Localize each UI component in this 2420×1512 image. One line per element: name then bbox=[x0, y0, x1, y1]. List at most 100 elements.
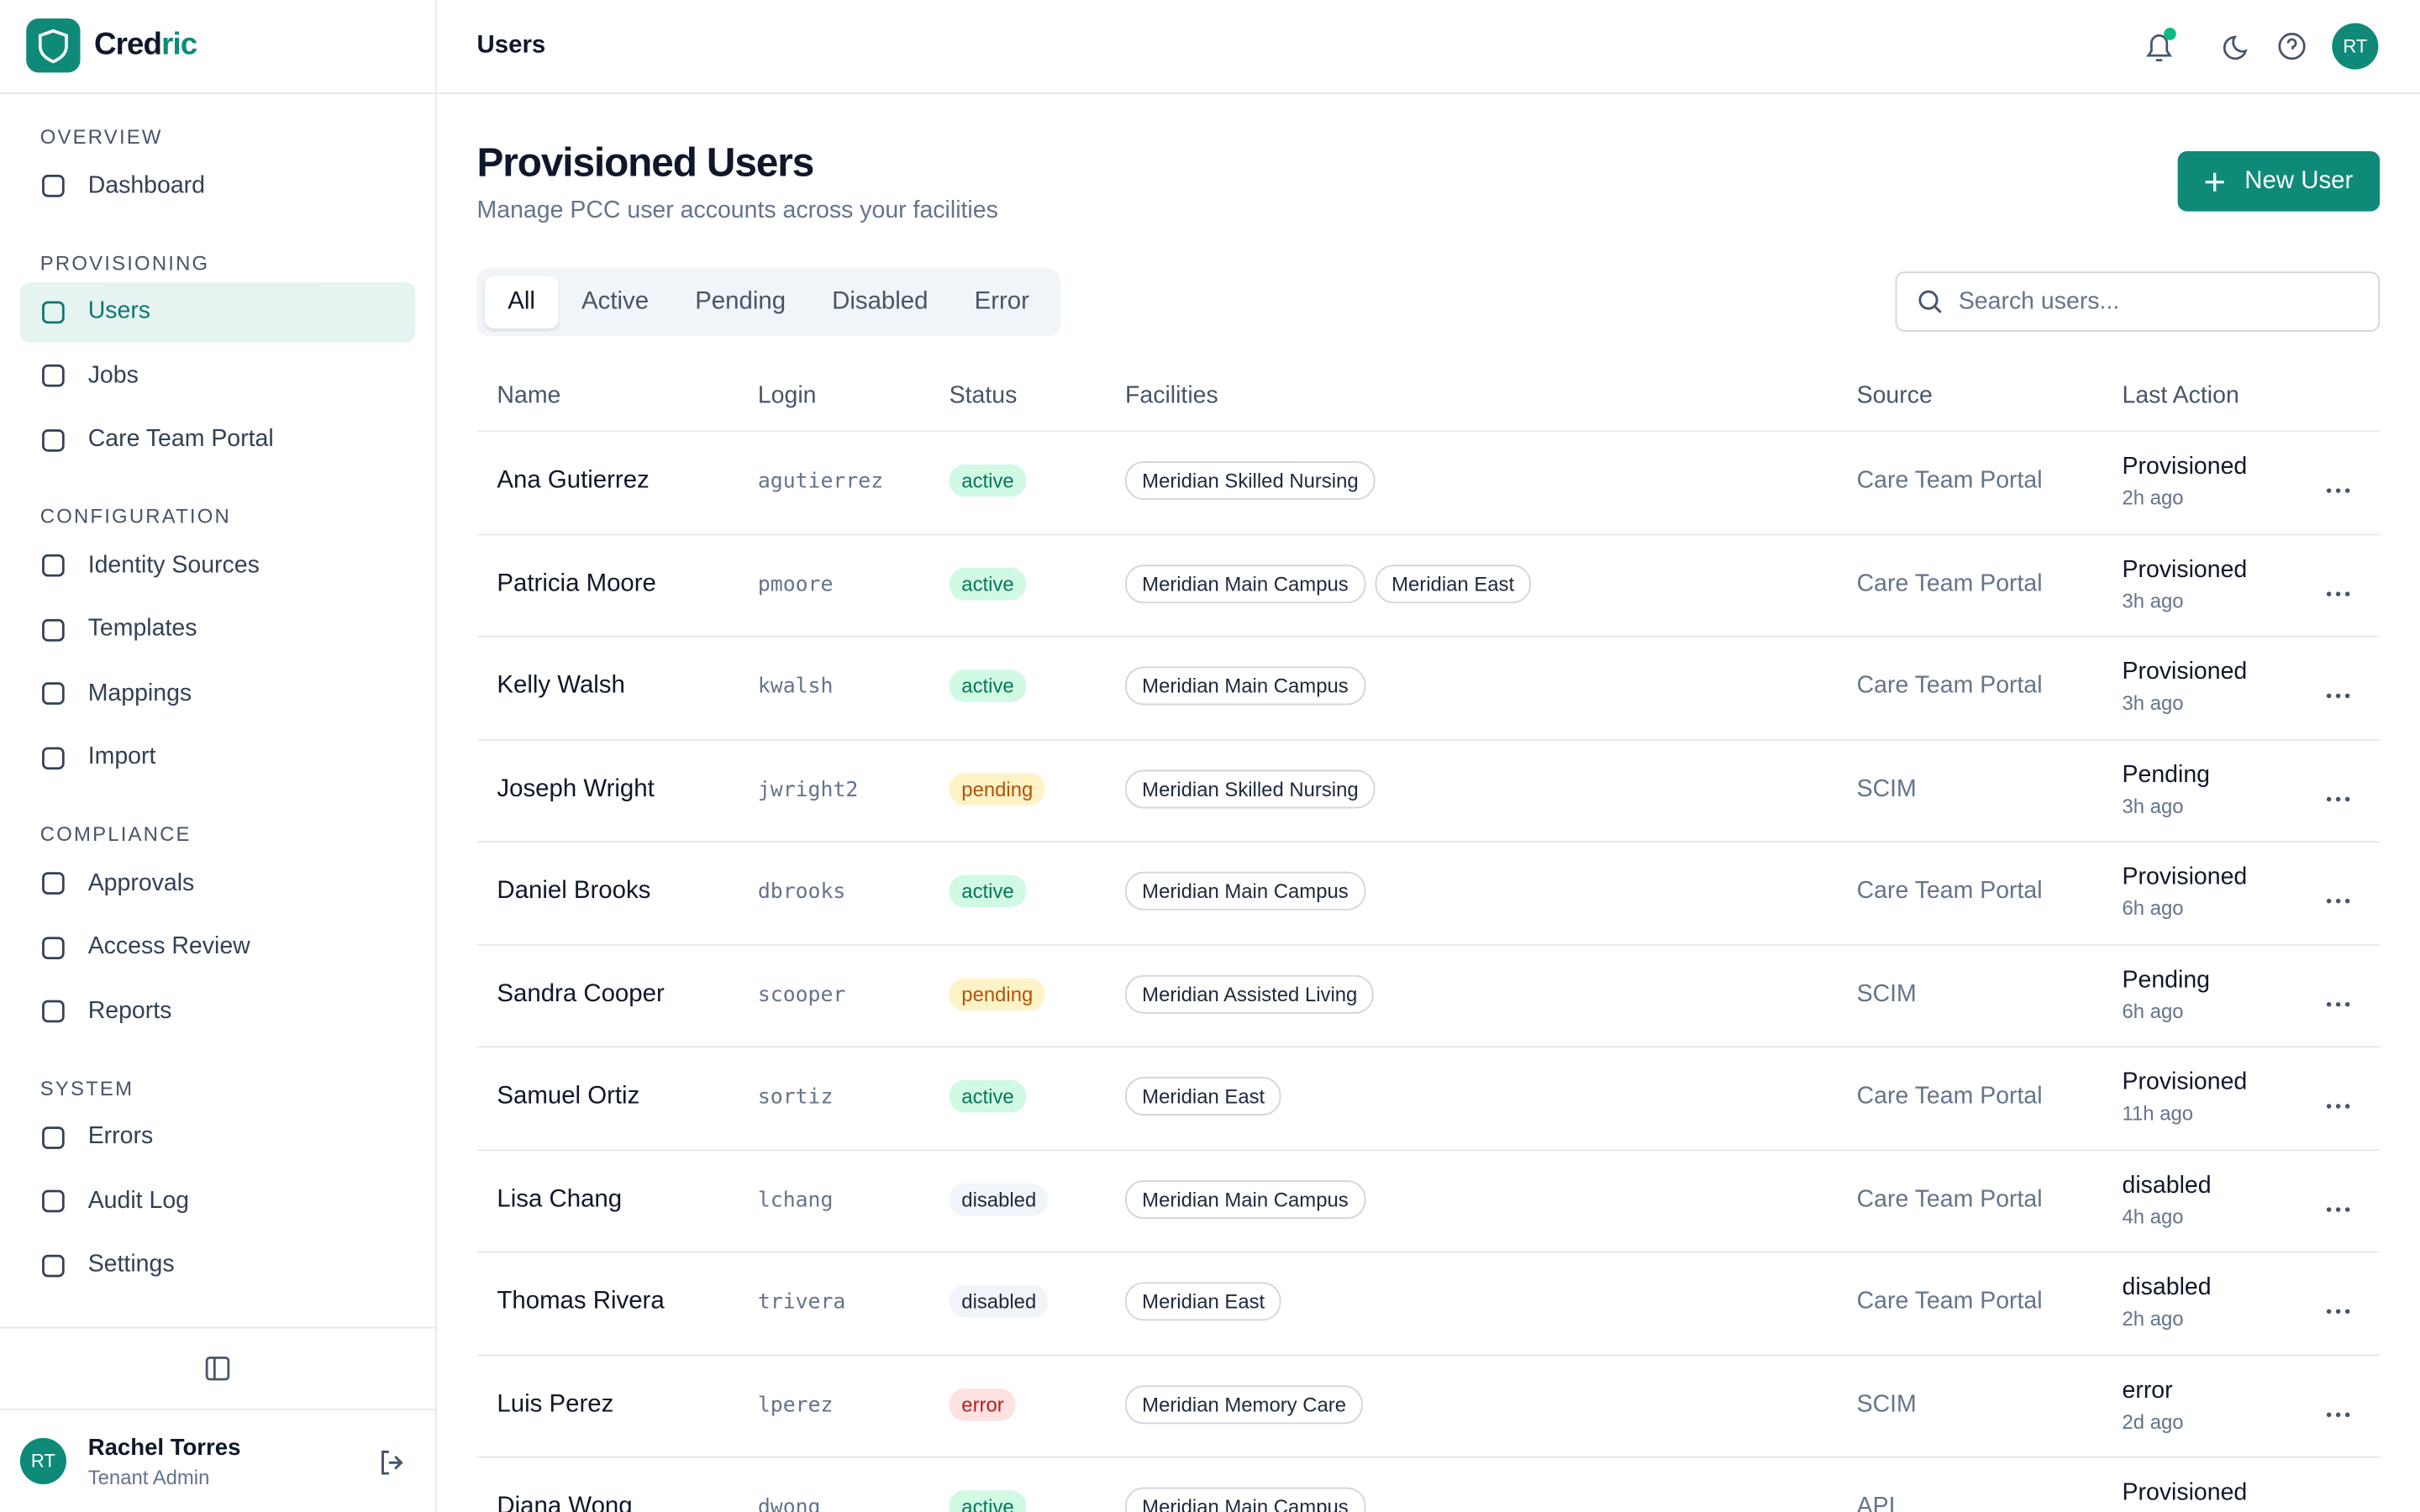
search-box[interactable]: Search users... bbox=[1895, 271, 2381, 332]
user-avatar: RT bbox=[19, 1437, 66, 1484]
row-menu[interactable] bbox=[2326, 885, 2350, 913]
nav-icon bbox=[42, 1000, 65, 1023]
facilities: Meridian East bbox=[1124, 1077, 1291, 1116]
row-menu[interactable] bbox=[2326, 1296, 2350, 1324]
divider bbox=[476, 1251, 2381, 1253]
user-name: Joseph Wright bbox=[497, 774, 655, 802]
row-menu[interactable] bbox=[2326, 1501, 2350, 1512]
nav-item[interactable]: Templates bbox=[20, 600, 415, 660]
nav-icon bbox=[42, 1126, 65, 1148]
divider bbox=[476, 533, 2381, 535]
nav-item[interactable]: Access Review bbox=[20, 917, 415, 978]
last-action: Provisioned bbox=[2122, 864, 2248, 890]
nav-item[interactable]: Approvals bbox=[20, 853, 415, 914]
row-menu[interactable] bbox=[2326, 680, 2350, 708]
row-menu[interactable] bbox=[2326, 783, 2350, 811]
nav-label: Settings bbox=[87, 1251, 175, 1278]
header-avatar[interactable]: RT bbox=[2332, 23, 2379, 70]
status-badge: disabled bbox=[949, 1285, 1049, 1318]
nav-label: Audit Log bbox=[87, 1187, 190, 1214]
nav-item[interactable]: Identity Sources bbox=[20, 535, 415, 596]
facilities: Meridian Skilled Nursing bbox=[1124, 769, 1385, 808]
user-name: Lisa Chang bbox=[497, 1185, 623, 1212]
nav-item[interactable]: Users bbox=[19, 281, 416, 342]
new-user-button[interactable]: New User bbox=[2177, 151, 2381, 212]
column-header: Source bbox=[1856, 382, 1933, 409]
tab[interactable]: Error bbox=[974, 288, 1029, 315]
last-action: Provisioned bbox=[2122, 556, 2248, 583]
facilities: Meridian Main Campus bbox=[1124, 871, 1375, 911]
status-badge: error bbox=[949, 1388, 1017, 1420]
row-menu[interactable] bbox=[2326, 1399, 2350, 1426]
last-action-time: 4h ago bbox=[2122, 1204, 2184, 1228]
nav-label: Errors bbox=[87, 1123, 154, 1150]
last-action: Provisioned bbox=[2122, 454, 2248, 480]
row-menu[interactable] bbox=[2326, 1194, 2350, 1221]
facility-tag: Meridian Main Campus bbox=[1124, 1179, 1365, 1219]
status-badge: active bbox=[949, 874, 1027, 908]
row-menu[interactable] bbox=[2326, 988, 2350, 1016]
nav-icon bbox=[42, 682, 65, 705]
nav: OVERVIEW Dashboard PROVISIONING Users Jobs Ca… bbox=[0, 94, 435, 1327]
nav-icon bbox=[42, 872, 65, 895]
last-action: Provisioned bbox=[2122, 659, 2248, 685]
tab[interactable]: All bbox=[484, 276, 559, 329]
nav-icon bbox=[42, 618, 65, 641]
nav-item[interactable]: Audit Log bbox=[20, 1171, 415, 1231]
last-action: Pending bbox=[2122, 966, 2211, 993]
brand: Credric bbox=[94, 28, 197, 63]
brand-part: ric bbox=[161, 28, 197, 62]
column-header: Status bbox=[949, 382, 1018, 409]
last-action-time: 6h ago bbox=[2122, 896, 2184, 920]
column-header: Facilities bbox=[1124, 382, 1218, 409]
collapse-button[interactable] bbox=[205, 1356, 230, 1381]
nav-label: Jobs bbox=[87, 361, 139, 388]
facility-tag: Meridian East bbox=[1374, 564, 1532, 603]
user-role: Tenant Admin bbox=[87, 1465, 210, 1489]
facility-tag: Meridian Assisted Living bbox=[1124, 974, 1375, 1013]
divider bbox=[0, 1326, 435, 1329]
last-action: error bbox=[2122, 1377, 2173, 1404]
nav-label: Dashboard bbox=[87, 171, 205, 199]
main: Users RT Provisioned Users Manage PCC us… bbox=[436, 0, 2420, 1512]
user-source: Care Team Portal bbox=[1856, 467, 2043, 494]
logout-button[interactable] bbox=[378, 1449, 406, 1477]
user-name: Luis Perez bbox=[497, 1390, 614, 1418]
user-name: Patricia Moore bbox=[497, 570, 656, 596]
facility-tag: Meridian Main Campus bbox=[1124, 871, 1365, 911]
user-source: Care Team Portal bbox=[1856, 1083, 2043, 1110]
nav-item[interactable]: Errors bbox=[20, 1107, 415, 1168]
user-name: Diana Wong bbox=[497, 1493, 633, 1512]
status-badge: pending bbox=[949, 977, 1045, 1011]
status-badge: active bbox=[949, 567, 1027, 600]
tab[interactable]: Disabled bbox=[832, 288, 929, 315]
divider bbox=[476, 738, 2381, 740]
user-source: SCIM bbox=[1856, 774, 1917, 802]
nav-item[interactable]: Settings bbox=[20, 1235, 415, 1295]
nav-item[interactable]: Dashboard bbox=[20, 156, 415, 217]
nav-item[interactable]: Mappings bbox=[20, 664, 415, 724]
nav-item[interactable]: Import bbox=[20, 727, 415, 788]
divider bbox=[0, 92, 435, 95]
tab[interactable]: Active bbox=[581, 288, 650, 315]
user-name: Thomas Rivera bbox=[497, 1288, 665, 1315]
last-action-time: 2d ago bbox=[2122, 1409, 2184, 1433]
nav-label: Import bbox=[87, 743, 156, 770]
nav-item[interactable]: Care Team Portal bbox=[20, 410, 415, 470]
nav-item[interactable]: Jobs bbox=[20, 345, 415, 406]
nav-icon bbox=[42, 1189, 65, 1213]
user-login: lperez bbox=[757, 1392, 834, 1418]
user-login: dwong bbox=[757, 1494, 821, 1512]
facilities: Meridian Assisted Living bbox=[1124, 974, 1384, 1013]
row-menu[interactable] bbox=[2326, 475, 2350, 503]
row-menu[interactable] bbox=[2326, 578, 2350, 606]
row-menu[interactable] bbox=[2326, 1091, 2350, 1119]
nav-label: Mappings bbox=[87, 680, 192, 706]
header-icons[interactable] bbox=[2142, 28, 2420, 68]
tab[interactable]: Pending bbox=[695, 288, 786, 315]
user-source: SCIM bbox=[1856, 980, 1917, 1007]
last-action: disabled bbox=[2122, 1274, 2212, 1301]
column-header: Name bbox=[497, 382, 561, 409]
nav-item[interactable]: Reports bbox=[20, 981, 415, 1042]
nav-label: Access Review bbox=[87, 933, 250, 960]
